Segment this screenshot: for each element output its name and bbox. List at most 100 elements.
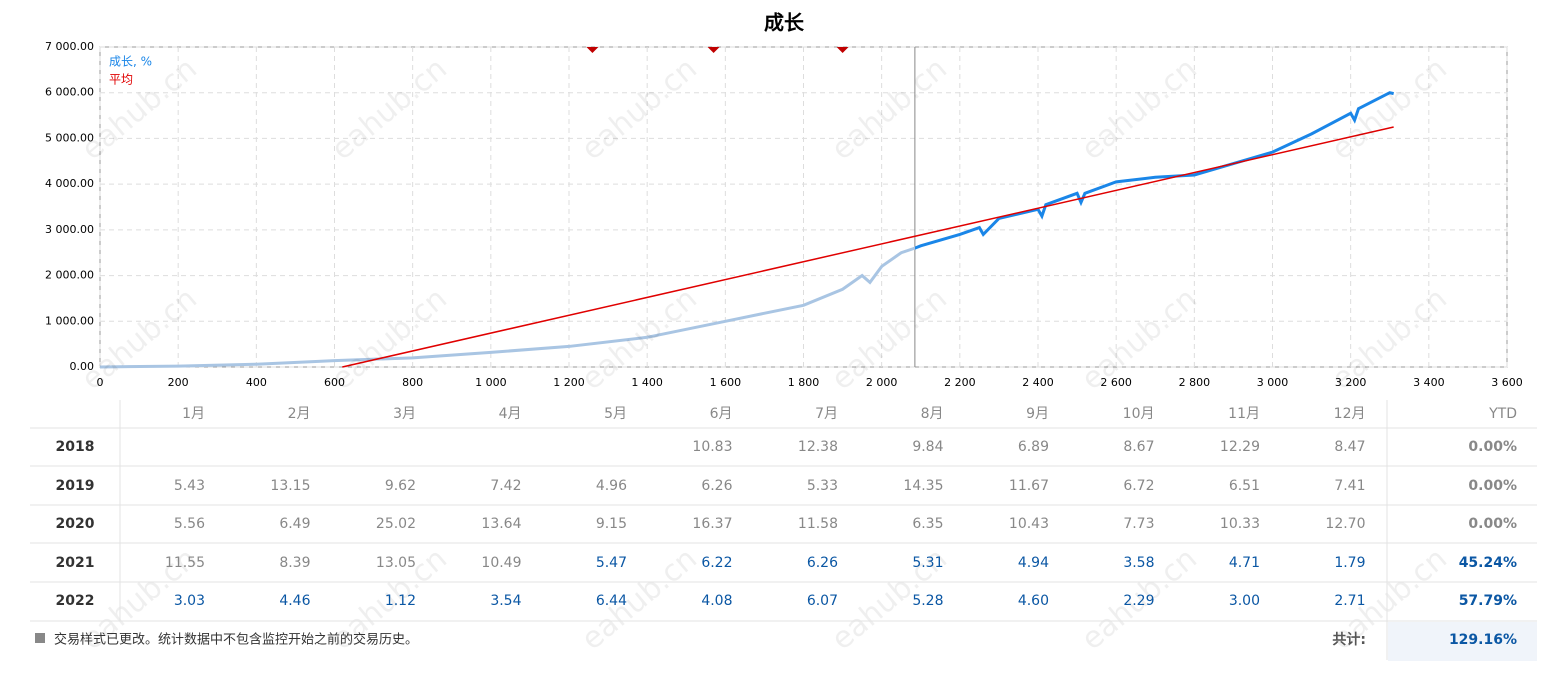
x-tick-label: 1 000 — [475, 376, 507, 389]
value-cell: 13.05 — [376, 555, 416, 571]
y-tick-label: 1 000.00 — [45, 314, 94, 327]
y-tick-label: 0.00 — [70, 360, 95, 373]
y-tick-label: 6 000.00 — [45, 86, 94, 99]
y-tick-label: 5 000.00 — [45, 131, 94, 144]
value-cell: 12.70 — [1325, 516, 1365, 532]
value-cell: 3.54 — [490, 593, 521, 609]
table-header: 6月 — [710, 406, 733, 422]
year-cell: 2021 — [56, 555, 95, 571]
table-header: 9月 — [1026, 406, 1049, 422]
legend-entry: 成长, % — [109, 55, 152, 69]
ytd-cell: 57.79% — [1459, 593, 1517, 609]
year-cell: 2020 — [56, 516, 95, 532]
total-label: 共计: — [1332, 631, 1366, 648]
x-tick-label: 2 800 — [1179, 376, 1211, 389]
value-cell: 6.22 — [701, 555, 732, 571]
value-cell: 3.00 — [1229, 593, 1260, 609]
table-header: 2月 — [288, 406, 311, 422]
value-cell: 9.62 — [385, 478, 416, 494]
x-tick-label: 600 — [324, 376, 345, 389]
ytd-cell: 45.24% — [1459, 555, 1517, 571]
chart-title: 成长 — [764, 11, 805, 35]
value-cell: 11.67 — [1009, 478, 1049, 494]
value-cell: 2.71 — [1334, 593, 1365, 609]
value-cell: 12.38 — [798, 439, 838, 455]
value-cell: 6.44 — [596, 593, 627, 609]
event-marker — [707, 47, 720, 53]
value-cell: 3.58 — [1123, 555, 1154, 571]
value-cell: 10.83 — [692, 439, 732, 455]
value-cell: 5.47 — [596, 555, 627, 571]
value-cell: 4.08 — [701, 593, 732, 609]
value-cell: 4.71 — [1229, 555, 1260, 571]
value-cell: 5.43 — [174, 478, 205, 494]
table-header: 12月 — [1334, 406, 1366, 422]
total-value: 129.16% — [1449, 632, 1517, 648]
note: 交易样式已更改。统计数据中不包含监控开始之前的交易历史。 — [54, 632, 418, 648]
value-cell: 13.15 — [270, 478, 310, 494]
value-cell: 6.07 — [807, 593, 838, 609]
value-cell: 11.55 — [165, 555, 205, 571]
table-header: 3月 — [393, 406, 416, 422]
ytd-cell: 0.00% — [1468, 516, 1517, 532]
y-tick-label: 2 000.00 — [45, 269, 94, 282]
value-cell: 10.49 — [481, 555, 521, 571]
total-bg — [1388, 622, 1537, 661]
table-header: 8月 — [921, 406, 944, 422]
value-cell: 1.12 — [385, 593, 416, 609]
y-tick-label: 7 000.00 — [45, 40, 94, 53]
value-cell: 11.58 — [798, 516, 838, 532]
x-tick-label: 2 000 — [866, 376, 898, 389]
plot-area — [99, 46, 1508, 368]
series-line — [342, 126, 1394, 368]
y-tick-label: 3 000.00 — [45, 223, 94, 236]
ytd-cell: 0.00% — [1468, 478, 1517, 494]
event-marker — [836, 47, 849, 53]
x-tick-label: 1 800 — [788, 376, 820, 389]
value-cell: 4.96 — [596, 478, 627, 494]
value-cell: 5.28 — [912, 593, 943, 609]
info-icon — [35, 633, 45, 643]
legend-entry: 平均 — [109, 73, 133, 87]
event-marker — [586, 47, 599, 53]
value-cell: 5.31 — [912, 555, 943, 571]
value-cell: 8.39 — [279, 555, 310, 571]
value-cell: 8.47 — [1334, 439, 1365, 455]
series-line — [99, 91, 1395, 369]
value-cell: 4.46 — [279, 593, 310, 609]
x-tick-label: 2 200 — [944, 376, 976, 389]
value-cell: 9.15 — [596, 516, 627, 532]
value-cell: 6.26 — [701, 478, 732, 494]
value-cell: 14.35 — [903, 478, 943, 494]
x-tick-label: 3 200 — [1335, 376, 1367, 389]
x-tick-label: 800 — [402, 376, 423, 389]
value-cell: 7.42 — [490, 478, 521, 494]
x-tick-label: 200 — [168, 376, 189, 389]
table-header: 1月 — [182, 406, 205, 422]
value-cell: 6.35 — [912, 516, 943, 532]
table-header: 4月 — [499, 406, 522, 422]
value-cell: 12.29 — [1220, 439, 1260, 455]
value-cell: 4.60 — [1018, 593, 1049, 609]
ytd-cell: 0.00% — [1468, 439, 1517, 455]
x-tick-label: 400 — [246, 376, 267, 389]
value-cell: 7.73 — [1123, 516, 1154, 532]
value-cell: 9.84 — [912, 439, 943, 455]
value-cell: 6.72 — [1123, 478, 1154, 494]
year-cell: 2022 — [56, 593, 95, 609]
value-cell: 6.49 — [279, 516, 310, 532]
value-cell: 10.33 — [1220, 516, 1260, 532]
value-cell: 5.56 — [174, 516, 205, 532]
watermark: eahub.cn — [575, 541, 704, 657]
x-tick-label: 0 — [97, 376, 104, 389]
table-header: 10月 — [1123, 406, 1155, 422]
value-cell: 1.79 — [1334, 555, 1365, 571]
x-tick-label: 3 600 — [1491, 376, 1523, 389]
table-header: 5月 — [604, 406, 627, 422]
value-cell: 6.51 — [1229, 478, 1260, 494]
value-cell: 5.33 — [807, 478, 838, 494]
value-cell: 25.02 — [376, 516, 416, 532]
x-tick-label: 2 600 — [1100, 376, 1132, 389]
